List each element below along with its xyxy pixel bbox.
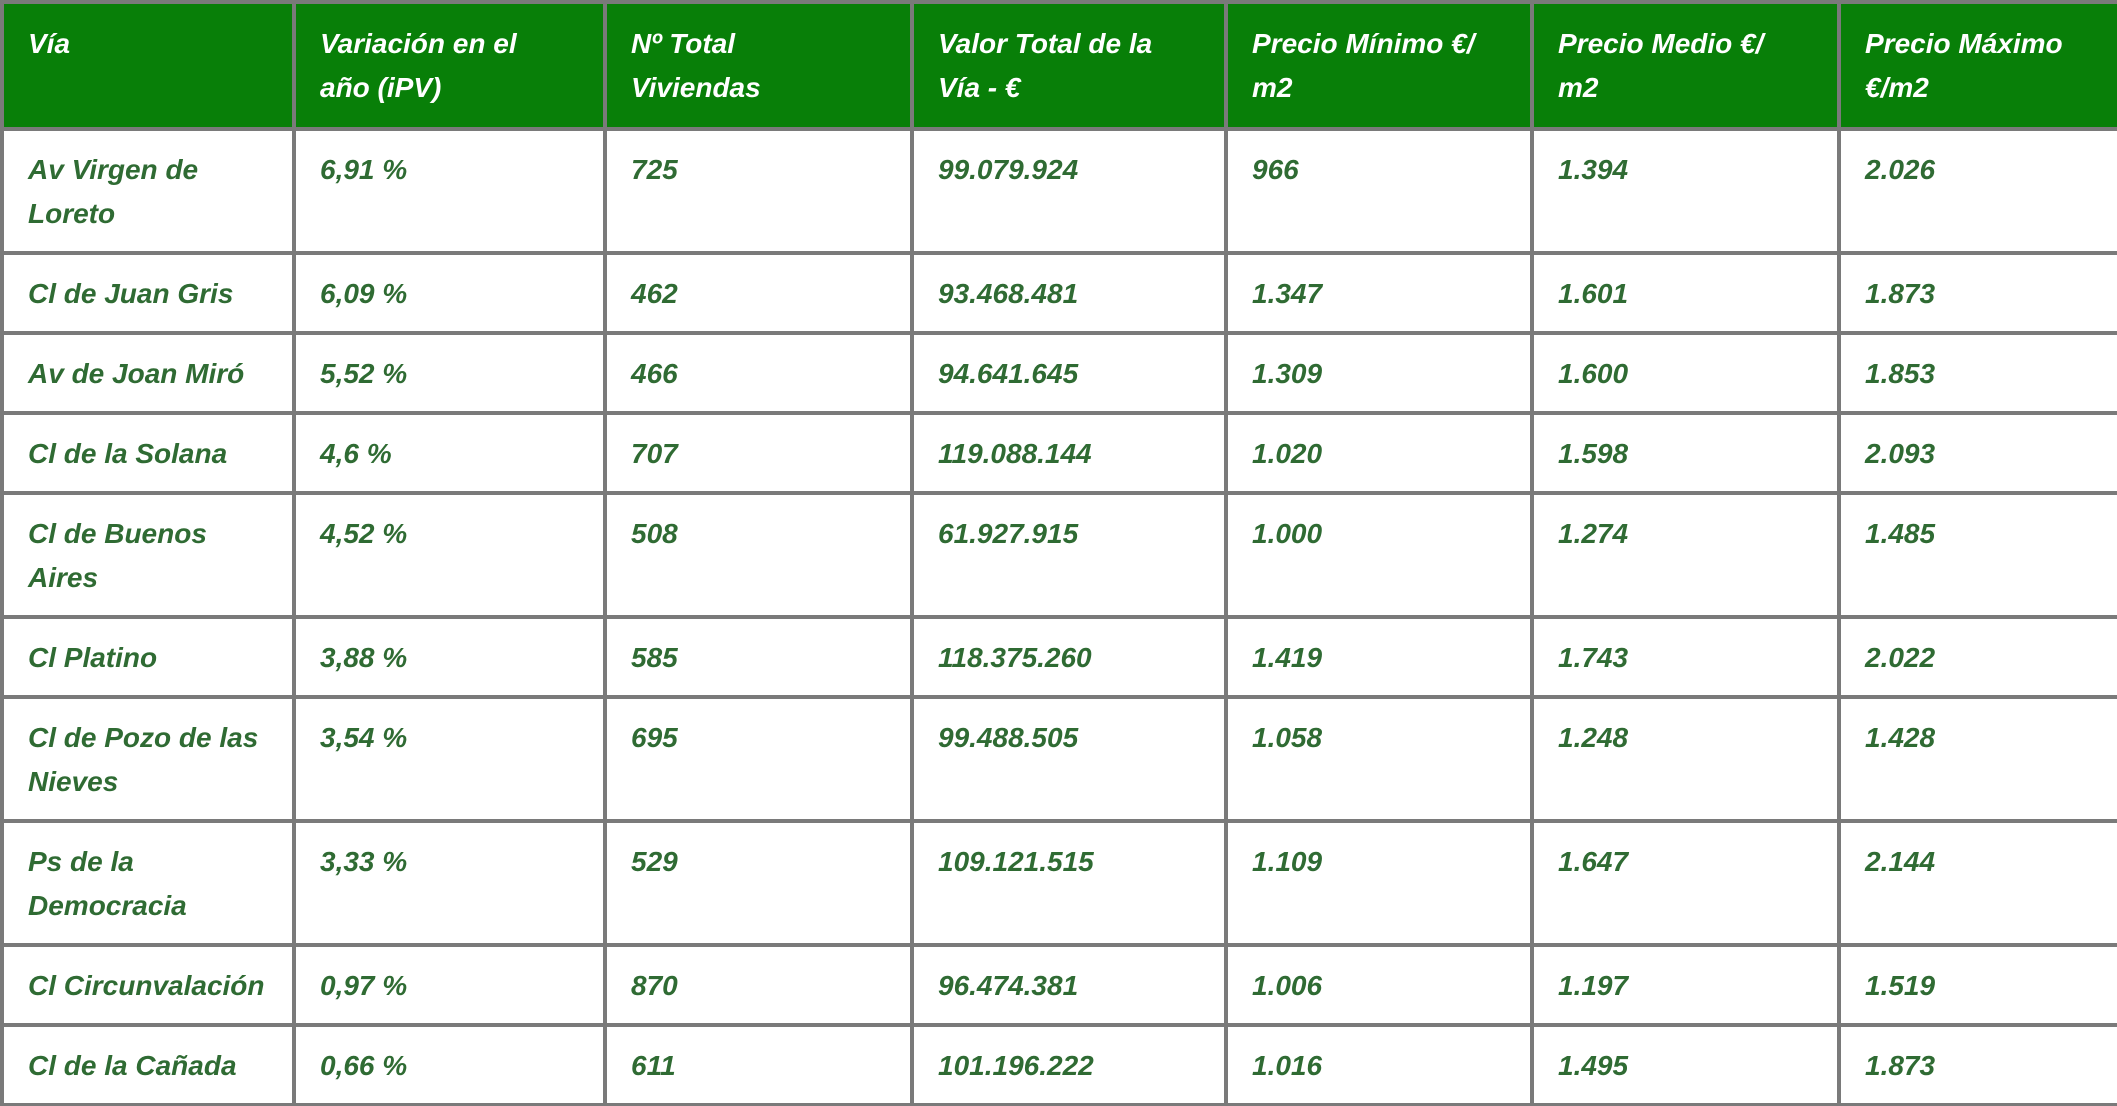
column-header-precio-minimo: Precio Mínimo €/ m2 [1224,0,1534,131]
table-row: Av Virgen de Loreto 6,91 % 725 99.079.924 96… [0,127,2117,255]
cell-precio-maximo: 1.853 [1837,331,2117,415]
column-header-via: Vía [0,0,296,131]
cell-precio-medio: 1.600 [1530,331,1841,415]
cell-precio-minimo: 1.020 [1224,411,1534,495]
cell-variacion-ipv: 3,54 % [292,695,607,823]
cell-via: Av de Joan Miró [0,331,296,415]
cell-via: Cl de Pozo de las Nieves [0,695,296,823]
cell-precio-maximo: 2.093 [1837,411,2117,495]
cell-valor-total: 99.488.505 [910,695,1228,823]
cell-via: Cl de la Cañada [0,1023,296,1106]
cell-variacion-ipv: 0,66 % [292,1023,607,1106]
table-row: Cl de la Solana 4,6 % 707 119.088.144 1.020 1… [0,411,2117,495]
cell-variacion-ipv: 3,33 % [292,819,607,947]
cell-valor-total: 118.375.260 [910,615,1228,699]
cell-precio-minimo: 1.006 [1224,943,1534,1027]
cell-precio-medio: 1.601 [1530,251,1841,335]
cell-via: Cl de Buenos Aires [0,491,296,619]
column-header-num-viviendas: Nº Total Viviendas [603,0,914,131]
cell-num-viviendas: 725 [603,127,914,255]
cell-via: Cl de Juan Gris [0,251,296,335]
cell-precio-minimo: 1.016 [1224,1023,1534,1106]
cell-precio-medio: 1.598 [1530,411,1841,495]
cell-via: Cl Platino [0,615,296,699]
cell-precio-medio: 1.743 [1530,615,1841,699]
cell-precio-medio: 1.394 [1530,127,1841,255]
cell-precio-medio: 1.248 [1530,695,1841,823]
table-row: Cl de Pozo de las Nieves 3,54 % 695 99.488.… [0,695,2117,823]
cell-via: Cl de la Solana [0,411,296,495]
table-row: Cl de Buenos Aires 4,52 % 508 61.927.915 1.0… [0,491,2117,619]
cell-valor-total: 119.088.144 [910,411,1228,495]
cell-num-viviendas: 707 [603,411,914,495]
cell-variacion-ipv: 3,88 % [292,615,607,699]
cell-num-viviendas: 585 [603,615,914,699]
cell-precio-maximo: 1.519 [1837,943,2117,1027]
column-header-variacion-ipv: Variación en el año (iPV) [292,0,607,131]
cell-variacion-ipv: 6,09 % [292,251,607,335]
cell-precio-maximo: 1.428 [1837,695,2117,823]
cell-valor-total: 96.474.381 [910,943,1228,1027]
cell-valor-total: 94.641.645 [910,331,1228,415]
cell-via: Ps de la Democracia [0,819,296,947]
cell-precio-maximo: 2.026 [1837,127,2117,255]
column-header-precio-maximo: Precio Máximo €/m2 [1837,0,2117,131]
cell-valor-total: 109.121.515 [910,819,1228,947]
cell-variacion-ipv: 4,52 % [292,491,607,619]
cell-precio-maximo: 2.022 [1837,615,2117,699]
cell-num-viviendas: 529 [603,819,914,947]
cell-precio-maximo: 2.144 [1837,819,2117,947]
table-row: Cl Circunvalación 0,97 % 870 96.474.381 1.00… [0,943,2117,1027]
cell-valor-total: 101.196.222 [910,1023,1228,1106]
cell-precio-minimo: 966 [1224,127,1534,255]
cell-precio-medio: 1.197 [1530,943,1841,1027]
cell-num-viviendas: 870 [603,943,914,1027]
cell-precio-medio: 1.274 [1530,491,1841,619]
cell-num-viviendas: 466 [603,331,914,415]
cell-precio-maximo: 1.485 [1837,491,2117,619]
table-row: Ps de la Democracia 3,33 % 529 109.121.515 1… [0,819,2117,947]
cell-valor-total: 61.927.915 [910,491,1228,619]
cell-precio-minimo: 1.309 [1224,331,1534,415]
cell-precio-maximo: 1.873 [1837,251,2117,335]
cell-num-viviendas: 695 [603,695,914,823]
cell-precio-minimo: 1.109 [1224,819,1534,947]
cell-valor-total: 93.468.481 [910,251,1228,335]
cell-precio-minimo: 1.000 [1224,491,1534,619]
cell-variacion-ipv: 4,6 % [292,411,607,495]
cell-precio-minimo: 1.058 [1224,695,1534,823]
cell-precio-maximo: 1.873 [1837,1023,2117,1106]
cell-precio-medio: 1.647 [1530,819,1841,947]
table-row: Cl Platino 3,88 % 585 118.375.260 1.419 1.743… [0,615,2117,699]
table-row: Cl de Juan Gris 6,09 % 462 93.468.481 1.347 1… [0,251,2117,335]
column-header-precio-medio: Precio Medio €/ m2 [1530,0,1841,131]
cell-valor-total: 99.079.924 [910,127,1228,255]
cell-precio-minimo: 1.347 [1224,251,1534,335]
cell-num-viviendas: 462 [603,251,914,335]
column-header-valor-total: Valor Total de la Vía - € [910,0,1228,131]
header-row: Vía Variación en el año (iPV) Nº Total Viv… [0,0,2117,131]
cell-via: Av Virgen de Loreto [0,127,296,255]
cell-num-viviendas: 611 [603,1023,914,1106]
cell-variacion-ipv: 5,52 % [292,331,607,415]
cell-variacion-ipv: 0,97 % [292,943,607,1027]
cell-precio-minimo: 1.419 [1224,615,1534,699]
cell-via: Cl Circunvalación [0,943,296,1027]
cell-variacion-ipv: 6,91 % [292,127,607,255]
table-row: Cl de la Cañada 0,66 % 611 101.196.222 1.016… [0,1023,2117,1106]
cell-num-viviendas: 508 [603,491,914,619]
cell-precio-medio: 1.495 [1530,1023,1841,1106]
table-row: Av de Joan Miró 5,52 % 466 94.641.645 1.309 1… [0,331,2117,415]
